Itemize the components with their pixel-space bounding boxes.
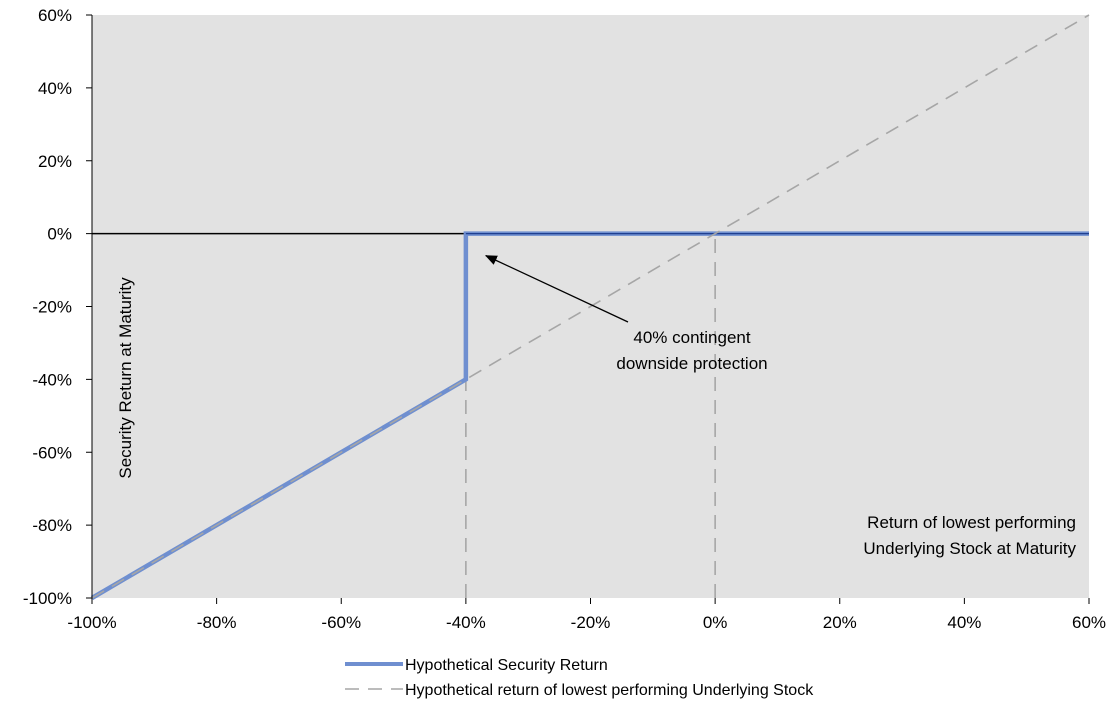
x-tick-label: -20% bbox=[571, 613, 611, 632]
x-tick-label: 20% bbox=[823, 613, 857, 632]
y-tick-label: 40% bbox=[38, 79, 72, 98]
x-tick-label: -100% bbox=[67, 613, 116, 632]
x-tick-label: 40% bbox=[947, 613, 981, 632]
legend-label-security-return: Hypothetical Security Return bbox=[405, 657, 608, 674]
x-tick-label: -40% bbox=[446, 613, 486, 632]
y-tick-label: -60% bbox=[32, 443, 72, 462]
x-tick-label: 60% bbox=[1072, 613, 1106, 632]
y-tick-label: -20% bbox=[32, 298, 72, 317]
y-axis-title: Security Return at Maturity bbox=[116, 277, 135, 479]
x-tick-label: 0% bbox=[703, 613, 728, 632]
y-tick-label: -40% bbox=[32, 370, 72, 389]
legend: Hypothetical Security Return Hypothetica… bbox=[345, 657, 814, 699]
y-tick-label: 0% bbox=[47, 225, 72, 244]
y-tick-label: 20% bbox=[38, 152, 72, 171]
annotation-line-1: 40% contingent bbox=[633, 328, 750, 347]
y-tick-label: 60% bbox=[38, 6, 72, 25]
x-axis-title-line-1: Return of lowest performing bbox=[867, 513, 1076, 532]
x-tick-label: -60% bbox=[321, 613, 361, 632]
y-tick-label: -80% bbox=[32, 516, 72, 535]
annotation-arrow bbox=[484, 255, 629, 323]
x-axis-title-line-2: Underlying Stock at Maturity bbox=[863, 539, 1076, 558]
annotation-line-2: downside protection bbox=[616, 354, 767, 373]
legend-label-underlying-return: Hypothetical return of lowest performing… bbox=[405, 682, 814, 699]
y-tick-label: -100% bbox=[23, 589, 72, 608]
x-tick-label: -80% bbox=[197, 613, 237, 632]
series-line-underlying-return bbox=[91, 14, 1090, 599]
